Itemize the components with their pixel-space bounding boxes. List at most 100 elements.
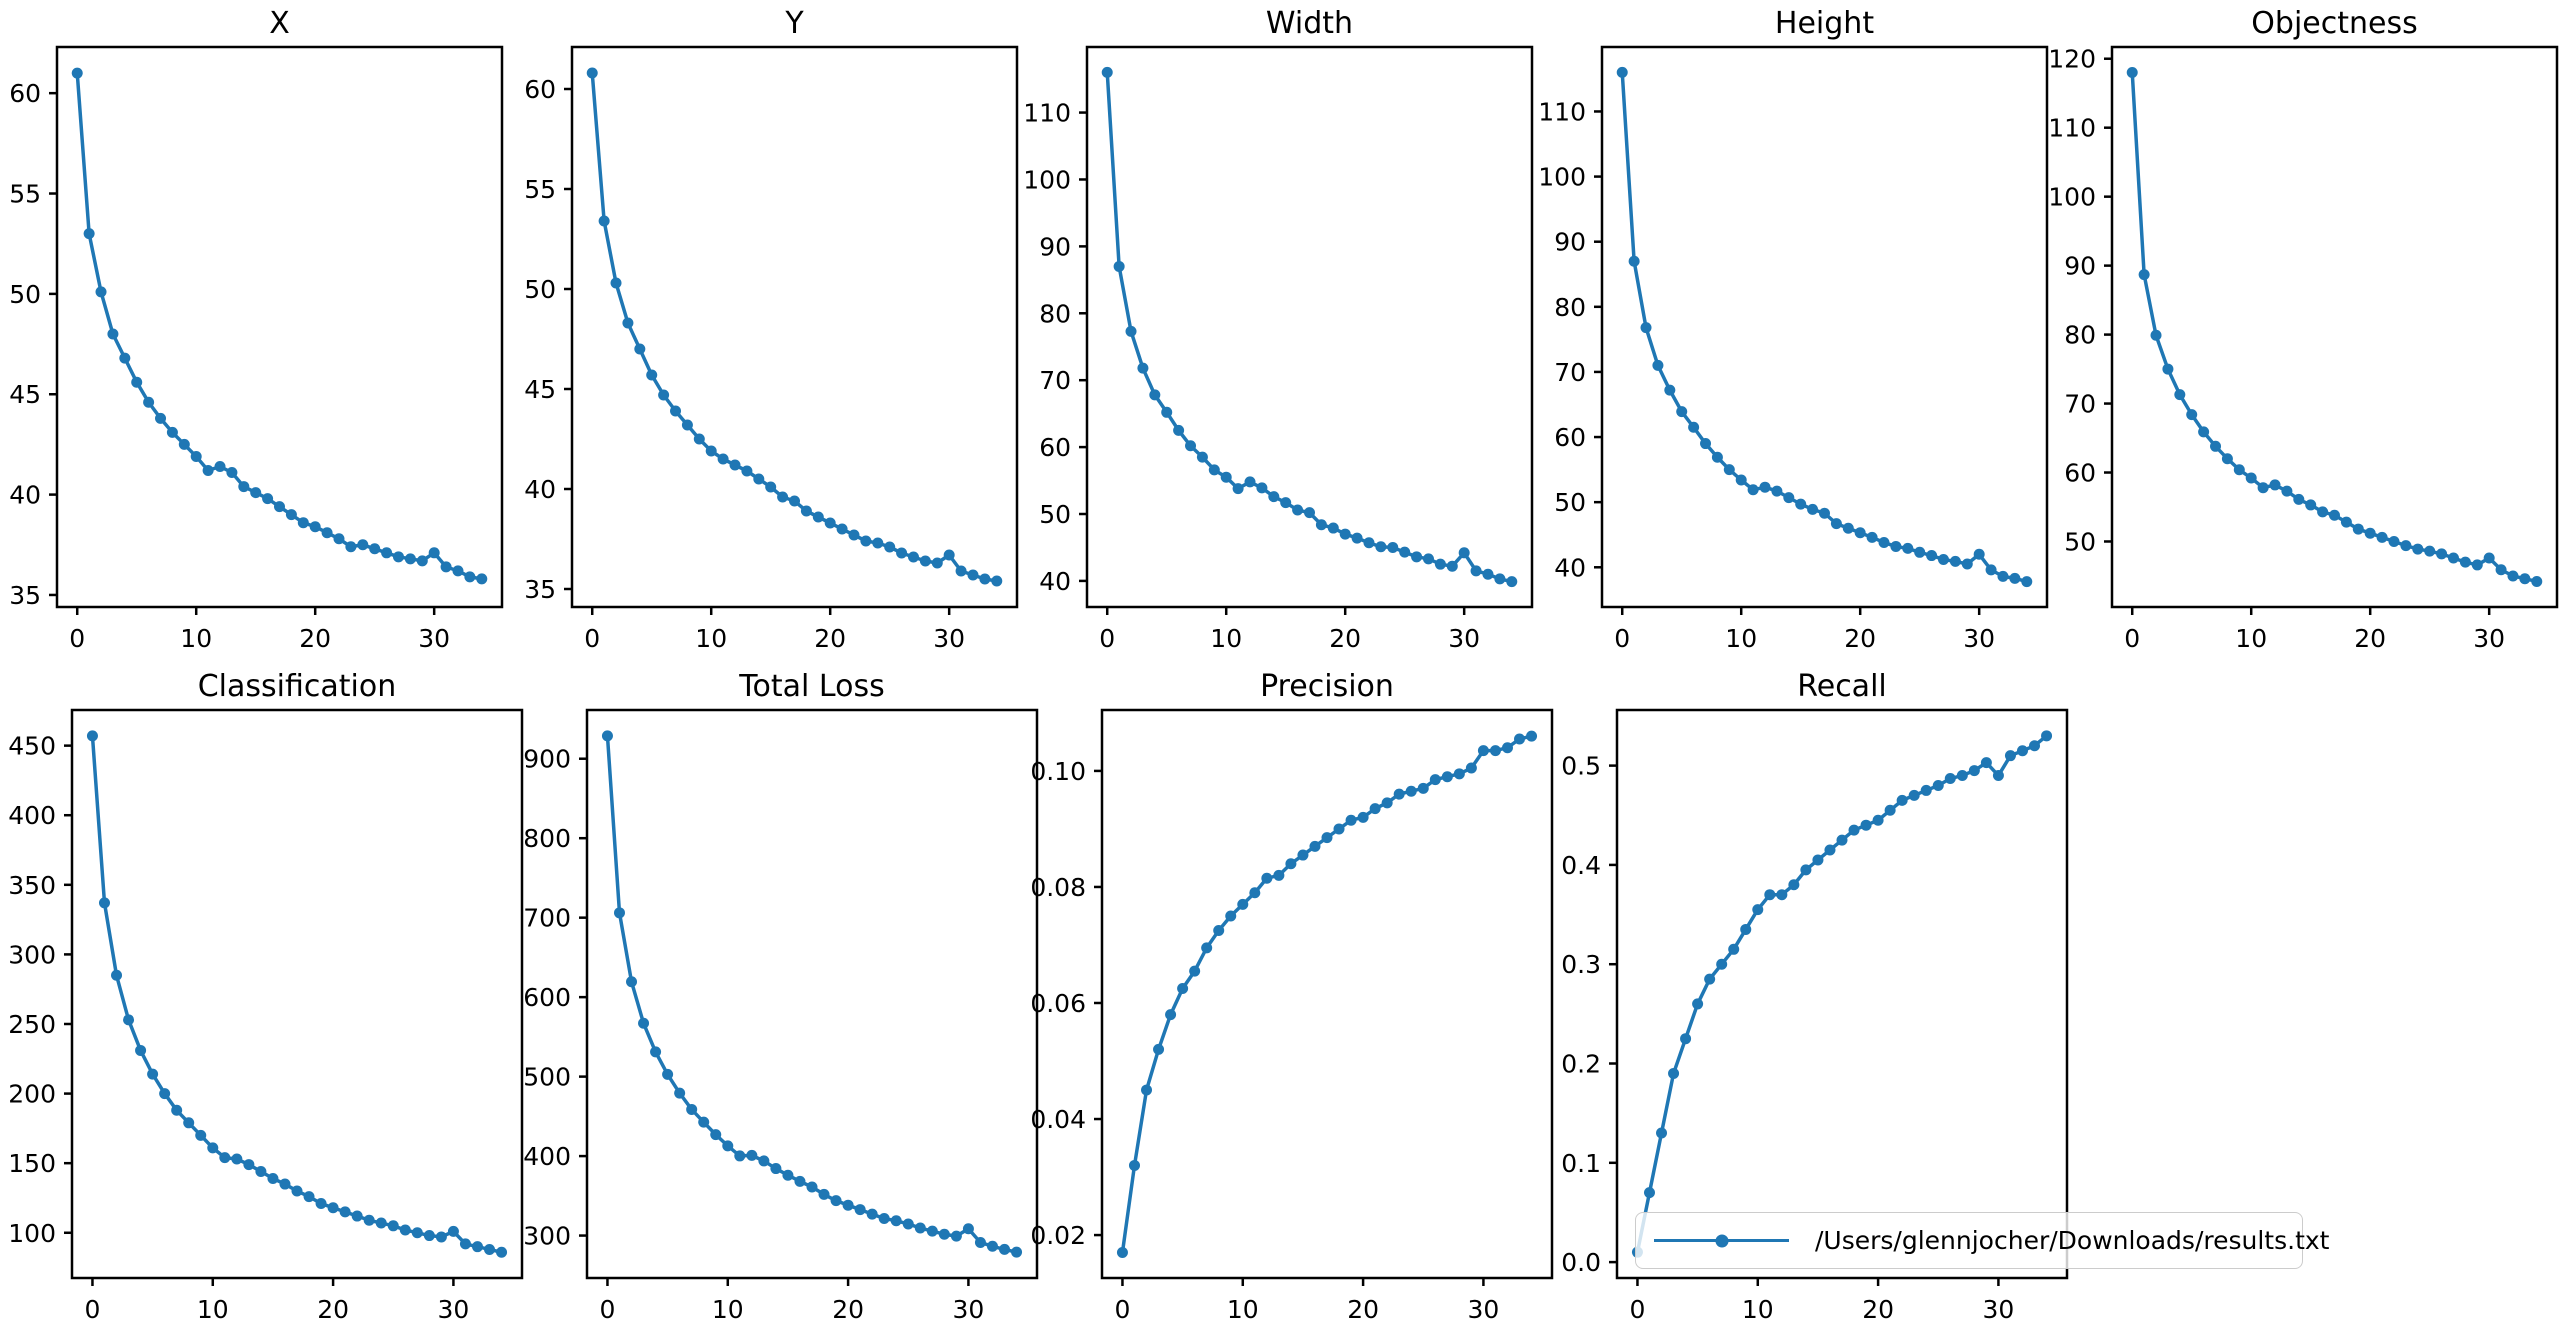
x-tick-label: 10: [1725, 624, 1757, 653]
data-point: [1196, 451, 1208, 463]
series-line-height: [1620, 70, 2029, 584]
data-point: [1369, 803, 1381, 815]
data-point: [327, 1202, 339, 1214]
subplot-title-height: Height: [1775, 6, 1874, 41]
data-point: [1137, 362, 1149, 374]
data-point: [1700, 438, 1712, 450]
y-tick-label: 70: [2064, 390, 2096, 419]
subplot-title-classification: Classification: [198, 669, 397, 704]
series-line-total-loss: [605, 734, 1019, 1254]
data-point: [1920, 784, 1932, 796]
y-tick-label: 500: [523, 1063, 571, 1092]
data-point: [866, 1208, 878, 1220]
y-tick-label: 100: [8, 1219, 56, 1248]
data-point: [1292, 504, 1304, 516]
data-point: [279, 1178, 291, 1190]
y-tick-label: 40: [1554, 553, 1586, 582]
data-point: [2471, 559, 2483, 571]
data-point: [1201, 942, 1213, 954]
data-point: [452, 565, 464, 577]
y-tick-label: 40: [1039, 567, 1071, 596]
data-point: [1113, 260, 1125, 272]
y-tick-label: 40: [524, 475, 556, 504]
data-point: [938, 1228, 950, 1240]
y-tick-label: 300: [8, 940, 56, 969]
data-point: [746, 1149, 758, 1161]
subplot-height: Height 40 50 60 70 80 90 100 110 0 10 20 30: [1538, 6, 2049, 653]
y-tick-label: 90: [1554, 228, 1586, 257]
series-line-precision: [1120, 734, 1534, 1255]
data-point: [1680, 1033, 1692, 1045]
data-point: [2029, 740, 2041, 752]
data-point: [250, 487, 262, 499]
data-point: [926, 1225, 938, 1237]
data-point: [375, 1217, 387, 1229]
data-point: [1375, 541, 1387, 553]
data-point: [1494, 573, 1506, 585]
y-tick-label: 110: [1538, 97, 1586, 126]
data-point: [1854, 527, 1866, 539]
data-point: [1153, 1043, 1165, 1055]
data-point: [484, 1243, 496, 1255]
axes-frame-y: [570, 45, 1019, 609]
data-point: [1506, 576, 1518, 588]
data-point: [824, 517, 836, 529]
subplot-recall: Recall 0.0 0.1 0.2 0.3 0.4 0.5 0 10 20 30: [1561, 669, 2069, 1324]
data-point: [315, 1198, 327, 1210]
data-point: [1896, 794, 1908, 806]
y-tick-label: 40: [9, 481, 41, 510]
data-point: [111, 969, 123, 981]
data-point: [1740, 923, 1752, 935]
data-point: [183, 1117, 195, 1129]
data-point: [202, 465, 214, 477]
x-tick-label: 10: [1227, 1295, 1259, 1324]
data-point: [1997, 570, 2009, 582]
data-point: [1177, 982, 1189, 994]
data-point: [1800, 864, 1812, 876]
data-point: [705, 445, 717, 457]
x-tick-label: 30: [438, 1295, 470, 1324]
data-point: [1992, 770, 2004, 782]
data-point: [1268, 491, 1280, 503]
data-point: [860, 535, 872, 547]
y-tick-label: 55: [9, 180, 41, 209]
data-point: [1225, 910, 1237, 922]
x-tick-label: 30: [1448, 624, 1480, 653]
legend-marker-dot: [1715, 1234, 1728, 1247]
y-tick-label: 50: [1554, 488, 1586, 517]
data-point: [459, 1238, 471, 1250]
x-tick-label: 20: [1329, 624, 1361, 653]
data-point: [610, 277, 622, 289]
data-point: [1728, 943, 1740, 955]
data-point: [842, 1199, 854, 1211]
x-tick-label: 0: [1115, 1295, 1131, 1324]
data-point: [1405, 785, 1417, 797]
data-point: [291, 1185, 303, 1197]
x-tick-label: 20: [1347, 1295, 1379, 1324]
data-point: [1526, 730, 1538, 742]
data-point: [646, 369, 658, 381]
x-tick-label: 30: [2473, 624, 2505, 653]
data-point: [681, 419, 693, 431]
y-tick-label: 250: [8, 1010, 56, 1039]
x-tick-label: 30: [1963, 624, 1995, 653]
data-point: [231, 1153, 243, 1165]
data-point: [1417, 782, 1429, 794]
y-tick-label: 45: [524, 375, 556, 404]
data-point: [650, 1046, 662, 1058]
data-point: [2221, 453, 2233, 465]
data-point: [1304, 507, 1315, 519]
data-point: [658, 389, 670, 401]
data-point: [243, 1159, 255, 1171]
data-point: [1735, 474, 1747, 486]
data-point: [1676, 406, 1688, 418]
y-tick-label: 120: [2048, 45, 2096, 74]
data-point: [1173, 424, 1185, 436]
y-tick-label: 450: [8, 732, 56, 761]
axes-frame-height: [1600, 45, 2049, 609]
data-point: [255, 1166, 267, 1178]
data-point: [428, 547, 440, 559]
x-tick-label: 0: [1099, 624, 1115, 653]
data-point: [670, 405, 682, 417]
